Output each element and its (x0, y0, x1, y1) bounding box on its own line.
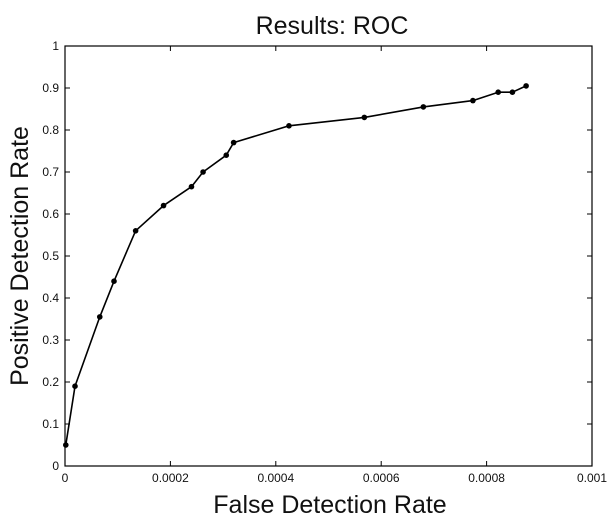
roc-curve-line (64, 85, 527, 446)
y-tick-label: 0 (52, 459, 59, 473)
x-tick-label: 0.0008 (468, 471, 505, 485)
roc-data-point (495, 89, 501, 95)
x-axis-label: False Detection Rate (213, 491, 446, 519)
roc-data-point (160, 202, 167, 209)
roc-data-point (72, 383, 78, 390)
x-tick-label: 0 (62, 471, 69, 485)
x-tick-label: 0.0006 (363, 471, 400, 485)
roc-data-point (132, 228, 139, 234)
roc-data-point (62, 442, 69, 448)
y-tick-label: 0.4 (42, 291, 59, 305)
x-tick-label: 0.001 (577, 471, 607, 485)
y-tick-label: 0.5 (42, 249, 59, 263)
roc-data-point (96, 314, 103, 320)
roc-data-point (361, 114, 368, 121)
y-tick-label: 0.9 (42, 81, 59, 95)
y-tick-label: 0.2 (42, 375, 59, 389)
roc-data-point (286, 123, 292, 129)
roc-data-point (509, 89, 516, 95)
roc-data-point (111, 278, 117, 285)
plot-frame (64, 45, 593, 467)
y-tick-label: 0.8 (42, 123, 59, 137)
x-tick-label: 0.0002 (152, 471, 189, 485)
y-tick-label: 1 (52, 39, 59, 53)
y-tick-label: 0.6 (42, 207, 59, 221)
x-tick-label: 0.0004 (257, 471, 294, 485)
y-axis-label: Positive Detection Rate (6, 126, 34, 386)
roc-data-point (188, 183, 195, 190)
chart-title: Results: ROC (256, 12, 409, 40)
roc-data-point (420, 104, 427, 110)
roc-data-point (223, 152, 230, 158)
roc-data-point (230, 139, 237, 146)
roc-data-point (200, 169, 206, 175)
y-tick-label: 0.7 (42, 165, 59, 179)
y-tick-label: 0.1 (42, 417, 59, 431)
series-layer (62, 83, 529, 448)
y-tick-label: 0.3 (42, 333, 59, 347)
ticks-layer: 0 0.0002 0.0004 0.0006 0.0008 0.001 0 0.1 0.2 0.3… (42, 39, 607, 485)
roc-data-point (470, 97, 476, 104)
roc-data-point (523, 83, 529, 89)
